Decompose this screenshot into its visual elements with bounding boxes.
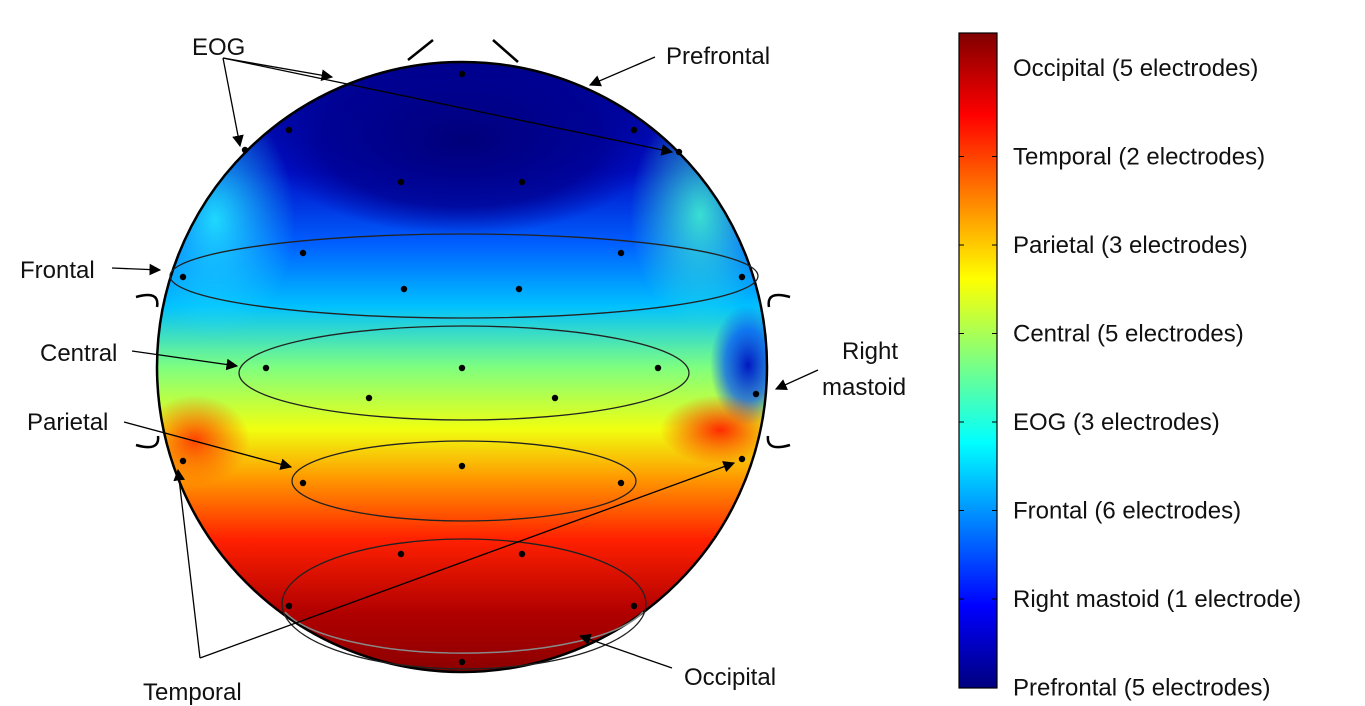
scalp-head xyxy=(135,39,791,674)
region-ellipses xyxy=(169,233,759,670)
central-arrow xyxy=(131,350,239,371)
colorbar-label: Right mastoid (1 electrode) xyxy=(1013,586,1301,613)
electrode xyxy=(654,364,662,372)
left-ear-icon xyxy=(135,293,160,449)
temporal-arrow xyxy=(199,461,736,659)
electrode xyxy=(738,455,746,463)
parietal-ellipse xyxy=(291,440,637,522)
parietal-arrow xyxy=(123,421,293,470)
electrode xyxy=(285,126,293,134)
prefrontal-arrow xyxy=(588,56,656,87)
electrode xyxy=(397,178,405,186)
colorbar-label: Central (5 electrodes) xyxy=(1013,321,1244,348)
electrode xyxy=(299,249,307,257)
right-mastoid-label-line1: Right xyxy=(842,338,898,365)
electrode xyxy=(518,550,526,558)
occipital-label: Occipital xyxy=(684,664,776,691)
electrode xyxy=(179,273,187,281)
right-mastoid-arrow xyxy=(774,369,819,390)
annotation-labels: EOG Prefrontal Frontal Central Parietal … xyxy=(20,34,906,706)
electrode xyxy=(551,394,559,402)
central-ellipse xyxy=(238,325,690,421)
colorbar-label: Frontal (6 electrodes) xyxy=(1013,498,1241,525)
frontal-arrow xyxy=(111,263,162,276)
electrode xyxy=(285,602,293,610)
annotation-arrows xyxy=(111,56,819,669)
electrode xyxy=(179,457,187,465)
electrode xyxy=(397,550,405,558)
eog-label: EOG xyxy=(192,34,245,61)
frontal-ellipse xyxy=(169,233,759,319)
temporal-arrow xyxy=(173,468,201,659)
electrodes xyxy=(179,70,760,666)
colorbar-labels: Occipital (5 electrodes) Temporal (2 elec… xyxy=(1013,55,1301,702)
electrode xyxy=(738,273,746,281)
colorbar-gradient xyxy=(958,32,998,689)
colorbar-label: Prefrontal (5 electrodes) xyxy=(1013,675,1270,702)
electrode xyxy=(752,390,760,398)
colorbar-label: Parietal (3 electrodes) xyxy=(1013,232,1248,259)
electrode xyxy=(299,479,307,487)
electrode xyxy=(617,249,625,257)
scalp-colormap xyxy=(157,62,767,672)
electrode xyxy=(458,364,466,372)
electrode xyxy=(400,285,408,293)
electrode xyxy=(365,394,373,402)
occipital-ellipse xyxy=(281,538,647,670)
central-label: Central xyxy=(40,340,117,367)
electrode xyxy=(262,364,270,372)
electrode xyxy=(675,148,683,156)
prefrontal-label: Prefrontal xyxy=(666,43,770,70)
colorbar-ticks xyxy=(959,156,997,600)
colorbar: Occipital (5 electrodes) Temporal (2 elec… xyxy=(958,32,1301,702)
electrode xyxy=(458,658,466,666)
electrode xyxy=(630,602,638,610)
right-ear-icon xyxy=(766,293,791,449)
colorbar-label: Occipital (5 electrodes) xyxy=(1013,55,1258,82)
occipital-lower-arc xyxy=(284,611,644,654)
electrode xyxy=(458,462,466,470)
electrode xyxy=(617,479,625,487)
temporal-label: Temporal xyxy=(143,679,242,706)
electrode xyxy=(458,70,466,78)
electrode xyxy=(515,285,523,293)
eog-arrow xyxy=(222,57,244,148)
electrode xyxy=(241,146,249,154)
colorbar-label: EOG (3 electrodes) xyxy=(1013,409,1220,436)
parietal-label: Parietal xyxy=(27,409,108,436)
colorbar-label: Temporal (2 electrodes) xyxy=(1013,144,1265,171)
occipital-arrow xyxy=(578,633,673,669)
electrode xyxy=(518,178,526,186)
frontal-label: Frontal xyxy=(20,257,95,284)
electrode xyxy=(630,126,638,134)
eog-arrow xyxy=(222,57,674,156)
right-mastoid-label-line2: mastoid xyxy=(822,374,906,401)
